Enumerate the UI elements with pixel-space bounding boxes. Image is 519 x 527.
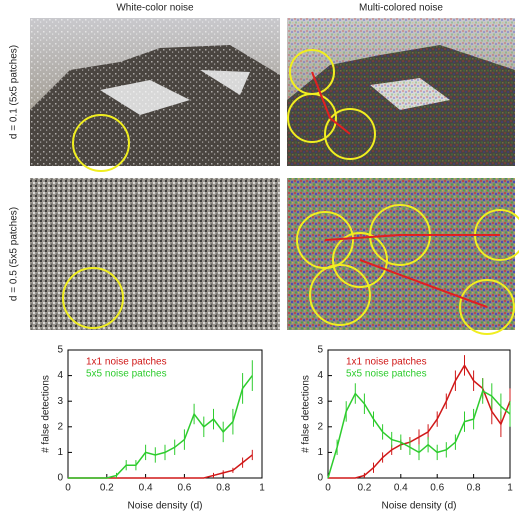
y-tick-label: 0 [57, 473, 63, 484]
series-line [68, 454, 253, 479]
panel [287, 18, 515, 166]
image-panels [30, 18, 519, 335]
x-tick-label: 0.6 [430, 483, 444, 494]
y-tick-label: 1 [57, 447, 63, 458]
row-title: d = 0.5 (5x5 patches) [9, 207, 20, 301]
x-axis-label: Noise density (d) [127, 501, 202, 512]
y-tick-label: 3 [317, 396, 323, 407]
x-tick-label: 0.8 [216, 483, 230, 494]
y-tick-label: 3 [57, 396, 63, 407]
x-tick-label: 0.6 [177, 483, 191, 494]
legend-label: 1x1 noise patches [346, 357, 427, 368]
x-axis-label: Noise density (d) [381, 501, 456, 512]
legend-label: 5x5 noise patches [86, 369, 167, 380]
series-line [68, 375, 253, 479]
x-tick-label: 0.4 [139, 483, 153, 494]
y-tick-label: 0 [317, 473, 323, 484]
legend-label: 5x5 noise patches [346, 369, 427, 380]
y-tick-label: 5 [57, 345, 63, 356]
column-title: Multi-colored noise [359, 3, 443, 14]
y-tick-label: 1 [317, 447, 323, 458]
x-tick-label: 0.4 [394, 483, 408, 494]
y-tick-label: 5 [317, 345, 323, 356]
panel [287, 178, 519, 335]
row-title: d = 0.1 (5x5 patches) [9, 45, 20, 139]
panel [30, 178, 280, 330]
y-axis-label: # false detections [41, 375, 52, 453]
x-tick-label: 0.2 [100, 483, 114, 494]
y-axis-label: # false detections [301, 375, 312, 453]
panel [30, 18, 280, 172]
x-tick-label: 0 [325, 483, 331, 494]
x-tick-label: 1 [507, 483, 513, 494]
x-tick-label: 0.8 [467, 483, 481, 494]
legend-label: 1x1 noise patches [86, 357, 167, 368]
x-tick-label: 0.2 [357, 483, 371, 494]
x-tick-label: 1 [259, 483, 265, 494]
y-tick-label: 2 [57, 421, 63, 432]
column-title: White-color noise [116, 3, 194, 14]
y-tick-label: 4 [57, 370, 63, 381]
x-tick-label: 0 [65, 483, 71, 494]
y-tick-label: 2 [317, 421, 323, 432]
y-tick-label: 4 [317, 370, 323, 381]
